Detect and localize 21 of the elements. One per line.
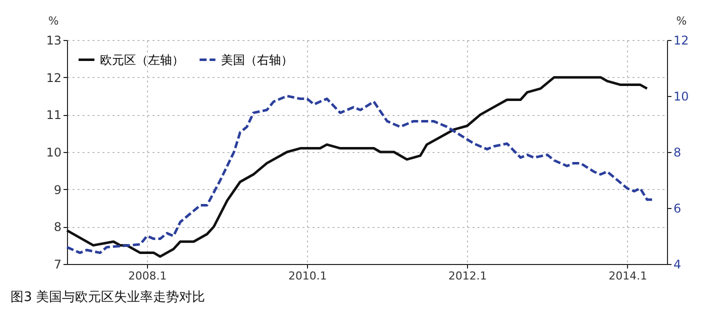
y2-tick-label: 10 (674, 90, 689, 104)
text: 图3 美国与欧元区失业率走势对比 (10, 289, 206, 305)
y2-tick-label: 12 (674, 34, 689, 48)
x-tick-label: 2010.1 (288, 270, 327, 282)
y-tick-label: 9 (54, 182, 62, 197)
y-axis-title: % (48, 14, 59, 28)
y-tick-label: 12 (46, 70, 62, 85)
x-tick-label: 2008.1 (128, 270, 167, 282)
y2-tick-label: 4 (674, 258, 682, 272)
legend-label: 欧元区（左轴） (100, 52, 184, 67)
legend-label: 美国（右轴） (221, 52, 293, 67)
y2-axis-title: % (676, 14, 687, 28)
x-tick-label: 2014.1 (608, 270, 648, 282)
y-tick-label: 7 (54, 258, 62, 272)
y-tick-label: 13 (46, 34, 62, 48)
x-tick-label: 2012.1 (448, 270, 487, 282)
y2-tick-label: 6 (674, 202, 682, 216)
y-tick-label: 11 (46, 108, 62, 122)
y-tick-label: 8 (54, 220, 62, 234)
y-tick-label: 10 (46, 146, 62, 160)
y2-tick-label: 8 (674, 146, 682, 160)
